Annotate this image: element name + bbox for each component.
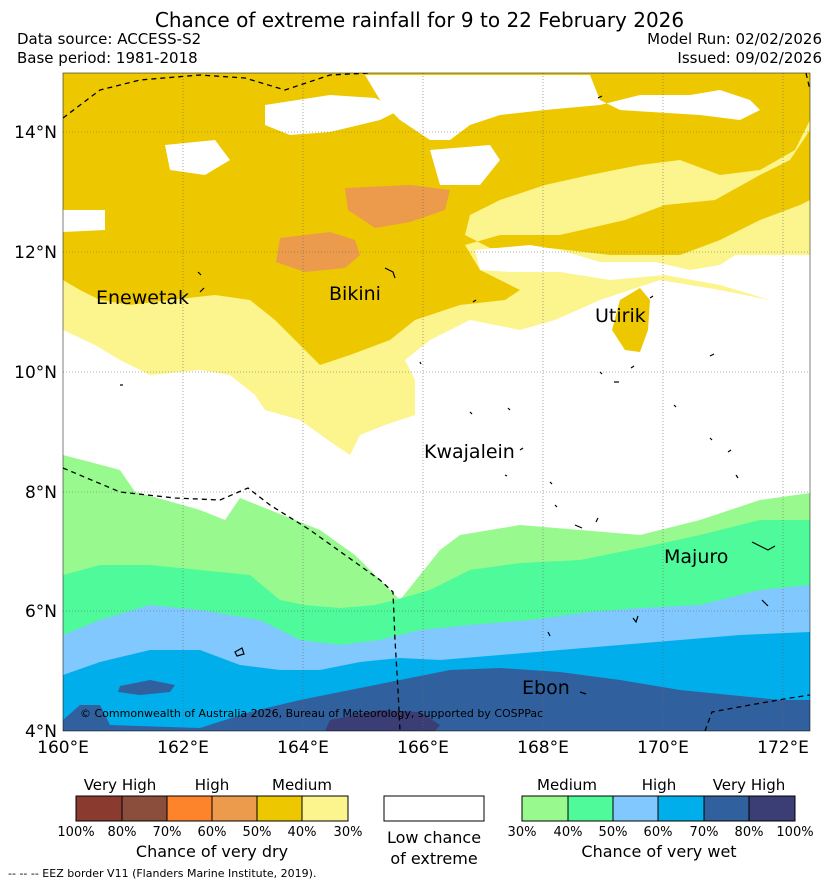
legend-dry-swatch-6	[301, 795, 349, 822]
header-left: Data source: ACCESS-S2 Base period: 1981…	[17, 30, 201, 68]
legend-wet-tick-2: 50%	[599, 825, 628, 840]
lat-label-14n: 14°N	[14, 123, 57, 143]
legend-dry-tick-3: 60%	[198, 825, 227, 840]
place-ebon: Ebon	[522, 677, 570, 699]
lon-label-160e: 160°E	[37, 738, 89, 758]
legend-dry-swatch-4	[211, 795, 258, 822]
base-period-text: Base period: 1981-2018	[17, 49, 198, 67]
legend-dry-very-high: Very High	[84, 776, 157, 794]
legend-wet: Medium High Very High 30% 40% 50% 60% 70…	[508, 776, 814, 861]
legend-wet-tick-5: 80%	[735, 825, 764, 840]
place-bikini: Bikini	[329, 283, 381, 305]
legend-wet-high: High	[642, 776, 676, 794]
place-utirik: Utirik	[595, 305, 646, 327]
legend-wet-medium: Medium	[537, 776, 597, 794]
legend-wet-tick-1: 40%	[554, 825, 583, 840]
wet-very-high-patch	[118, 680, 175, 695]
legend-wet-swatch-6	[748, 795, 796, 822]
legend-wet-tick-3: 60%	[644, 825, 673, 840]
legend-wet-swatch-1	[521, 795, 569, 822]
legend-dry-caption: Chance of very dry	[136, 842, 288, 861]
lat-label-8n: 8°N	[25, 483, 57, 503]
legend-dry-swatch-1	[75, 795, 123, 822]
lat-label-4n: 4°N	[25, 722, 57, 742]
legend-wet-tick-4: 70%	[690, 825, 719, 840]
low-chance-hole-4	[430, 145, 500, 185]
legend-low-caption-1: Low chance	[387, 828, 481, 847]
plot-frame	[62, 72, 811, 732]
legend-dry-tick-5: 40%	[288, 825, 317, 840]
legend-wet-swatch-4	[657, 795, 705, 822]
low-chance-hole-5	[63, 210, 105, 232]
place-enewetak: Enewetak	[96, 287, 189, 309]
lon-label-164e: 164°E	[277, 738, 329, 758]
copyright-text: © Commonwealth of Australia 2026, Bureau…	[80, 707, 543, 720]
model-run-text: Model Run: 02/02/2026	[647, 30, 822, 48]
dry-medium-region	[63, 73, 810, 365]
legend-dry-swatch-5	[256, 795, 303, 822]
dry-high-patch-1	[345, 185, 450, 228]
low-chance-hole-3	[365, 75, 760, 140]
lon-label-162e: 162°E	[157, 738, 209, 758]
legend-dry-medium: Medium	[272, 776, 332, 794]
lat-label-12n: 12°N	[14, 243, 57, 263]
legend-wet-caption: Chance of very wet	[581, 842, 736, 861]
place-majuro: Majuro	[664, 546, 728, 568]
data-source-text: Data source: ACCESS-S2	[17, 30, 202, 48]
lat-label-10n: 10°N	[14, 363, 57, 383]
legend-wet-swatch-3	[612, 795, 659, 822]
legend-wet-swatch-2	[567, 795, 614, 822]
legend-wet-swatch-5	[703, 795, 750, 822]
eez-borders	[63, 73, 810, 731]
legend-dry-tick-6: 30%	[334, 825, 363, 840]
legend-low-caption-2: of extreme	[390, 849, 477, 868]
wet-extreme-patch	[325, 710, 440, 731]
header-right: Model Run: 02/02/2026 Issued: 09/02/2026	[647, 30, 822, 68]
legend-dry-swatch-3	[166, 795, 213, 822]
lat-label-6n: 6°N	[25, 602, 57, 622]
legend-dry-tick-1: 80%	[108, 825, 137, 840]
islands	[120, 95, 776, 695]
lon-label-168e: 168°E	[517, 738, 569, 758]
low-chance-hole-6	[475, 245, 810, 300]
legend-low: Low chance of extreme	[383, 795, 485, 868]
eez-footnote: -- -- -- EEZ border V11 (Flanders Marine…	[8, 867, 316, 880]
legend-dry-tick-2: 70%	[153, 825, 182, 840]
legend-dry-high: High	[195, 776, 229, 794]
place-kwajalein: Kwajalein	[424, 441, 515, 463]
legend-wet-very-high: Very High	[713, 776, 786, 794]
legend-low-swatch	[383, 795, 485, 822]
legend-dry-tick-4: 50%	[243, 825, 272, 840]
issued-text: Issued: 09/02/2026	[677, 49, 822, 67]
low-chance-hole-1	[165, 140, 230, 175]
lon-label-172e: 172°E	[757, 738, 809, 758]
dry-medium-utirik	[612, 288, 650, 352]
legend-wet-tick-6: 100%	[776, 825, 813, 840]
map-plot-area	[63, 73, 810, 731]
wet-very-high-region	[63, 668, 810, 731]
lon-label-170e: 170°E	[637, 738, 689, 758]
legend-wet-tick-0: 30%	[508, 825, 537, 840]
legend-dry-tick-0: 100%	[57, 825, 94, 840]
lon-label-166e: 166°E	[397, 738, 449, 758]
legend-dry-swatch-2	[121, 795, 168, 822]
map-title: Chance of extreme rainfall for 9 to 22 F…	[154, 8, 685, 32]
legend-dry: Very High High Medium 100% 80% 70% 60% 5…	[57, 776, 362, 861]
low-chance-hole-2	[265, 95, 400, 135]
